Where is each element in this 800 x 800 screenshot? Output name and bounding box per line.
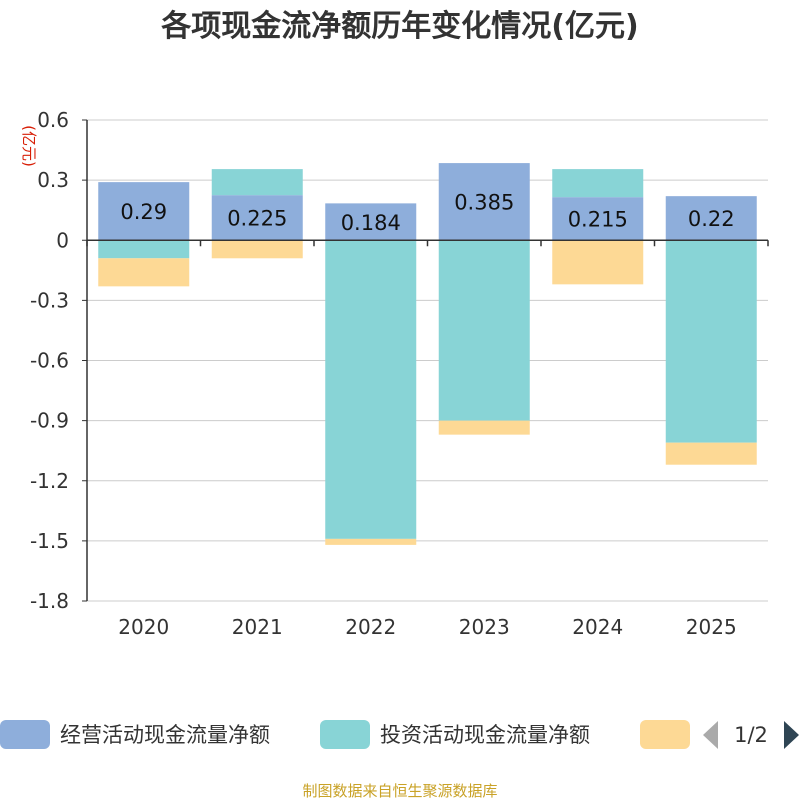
bar-series2-2024 [552,169,644,198]
y-tick-label: -0.6 [30,349,69,373]
bars [98,163,757,545]
data-label-2022: 0.184 [341,211,401,235]
data-label-2020: 0.29 [120,200,167,224]
bar-series3-2020 [98,258,190,287]
x-tick-label-2024: 2024 [572,615,623,639]
bar-series2-2023 [438,240,530,421]
data-source: 制图数据来自恒生聚源数据库 [302,782,497,800]
legend-item-2[interactable]: 投资活动现金流量净额 [320,720,590,749]
y-axis-unit: (亿元) [20,125,38,167]
y-tick-label: 0.3 [37,168,69,192]
bar-series2-2020 [98,240,190,259]
bar-series2-2021 [211,169,303,196]
data-label-2023: 0.385 [454,191,514,215]
bar-series3-2025 [665,442,757,465]
y-axis-ticks: 0.6 0.3 0 -0.3 -0.6 -0.9 -1.2 -1.5 -1.8 [30,108,87,613]
bar-series2-2025 [665,240,757,443]
bar-series1-2020 [98,182,190,241]
bar-series3-2021 [211,240,303,259]
axes [86,120,769,601]
bar-series3-2024 [552,240,644,285]
y-tick-label: 0.6 [37,108,69,132]
legend-swatch [320,720,370,749]
bar-series1-2021 [211,195,303,241]
legend-label: 投资活动现金流量净额 [380,723,590,747]
triangle-left-icon[interactable] [703,721,718,749]
legend-label: 经营活动现金流量净额 [60,723,270,747]
x-tick-label-2022: 2022 [345,615,396,639]
x-tick-label-2021: 2021 [232,615,283,639]
data-label-2024: 0.215 [568,208,628,232]
triangle-right-icon[interactable] [784,721,799,749]
bar-series1-2023 [438,163,530,241]
bar-series1-2024 [552,197,644,241]
y-tick-label: -1.2 [30,469,69,493]
legend-swatch [0,720,50,749]
data-label-2021: 0.225 [227,207,287,231]
data-label-2025: 0.22 [688,207,735,231]
bar-series3-2022 [325,538,417,545]
x-tick-label-2020: 2020 [118,615,169,639]
y-tick-label: -0.3 [30,288,69,312]
y-tick-label: 0 [56,228,69,252]
x-tick-label-2023: 2023 [459,615,510,639]
legend-swatch [640,720,690,749]
chart-title: 各项现金流净额历年变化情况(亿元) [160,9,638,44]
legend: 经营活动现金流量净额 投资活动现金流量净额 1/2 [0,720,799,749]
bar-series1-2025 [665,196,757,241]
x-tick-label-2025: 2025 [686,615,737,639]
data-labels: 0.29 0.225 0.184 0.385 0.215 0.22 [120,191,734,235]
bar-series1-2022 [325,203,417,241]
legend-item-3[interactable] [640,720,690,749]
y-tick-label: -0.9 [30,409,69,433]
bar-series2-2022 [325,240,417,539]
legend-item-1[interactable]: 经营活动现金流量净额 [0,720,270,749]
y-tick-label: -1.5 [30,529,69,553]
legend-page-indicator: 1/2 [734,723,768,747]
y-tick-label: -1.8 [30,589,69,613]
x-axis-ticks: 2020 2021 2022 2023 2024 2025 [118,615,736,639]
bar-series3-2023 [438,420,530,435]
